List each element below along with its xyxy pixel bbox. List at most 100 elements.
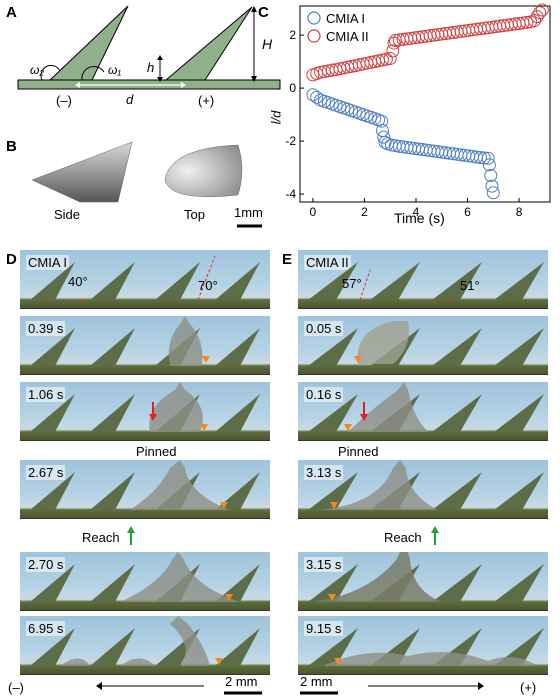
legend-label: CMIA II <box>326 29 369 44</box>
top-label: Top <box>184 207 205 222</box>
panel-d-wedges-0 <box>30 255 260 301</box>
omega1-label: ω₁ <box>108 63 122 77</box>
panel-d-frame-0: CMIA I 40° 70° <box>20 250 270 309</box>
y-tick-label: -2 <box>285 134 296 148</box>
h-label: h <box>147 60 155 75</box>
direction-arrow-d <box>96 682 204 690</box>
reach-e: Reach <box>384 530 422 545</box>
wedge-left <box>48 5 129 81</box>
d-label: d <box>126 92 134 107</box>
data-point-cmia-i <box>375 114 389 128</box>
angle-e-left: 57° <box>342 276 362 291</box>
time-e-5: 9.15 s <box>304 621 344 636</box>
time-d-2: 1.06 s <box>26 387 66 402</box>
data-point-cmia-i <box>486 186 500 200</box>
chart-c: 0 2 4 6 8 -4 -2 0 2 CMIA I CMIA II <box>285 3 551 219</box>
reach-arrow-d <box>127 526 135 545</box>
time-d-4: 2.70 s <box>26 557 66 572</box>
x-tick-label: 2 <box>361 205 368 219</box>
plot-frame <box>299 5 551 203</box>
time-d-1: 0.39 s <box>26 321 66 336</box>
data-point-cmia-i <box>378 135 392 149</box>
panel-e-frame-0: CMIA II 57° 51° <box>298 250 548 309</box>
angle-d-right: 70° <box>198 278 218 293</box>
y-tick-label: 0 <box>289 81 296 95</box>
panel-label-b: B <box>6 138 17 155</box>
data-point-cmia-ii <box>533 6 547 20</box>
x-tick-label: 6 <box>464 205 471 219</box>
time-e-1: 0.05 s <box>304 321 344 336</box>
data-point-cmia-ii <box>535 3 549 17</box>
panel-label-a: A <box>6 4 17 21</box>
time-e-2: 0.16 s <box>304 387 344 402</box>
panel-e-frame-2: 0.16 s <box>298 382 548 441</box>
top-view-image <box>164 144 243 197</box>
chart-xlabel: Time (s) <box>394 210 445 226</box>
angle-e-right: 51° <box>460 278 480 293</box>
direction-arrow-e <box>368 682 484 690</box>
panel-e-wedges-0 <box>308 262 544 301</box>
omega2-label: ω₂ <box>30 63 44 77</box>
data-point-cmia-i <box>377 130 391 144</box>
data-point-cmia-i <box>482 158 496 172</box>
pinned-d: Pinned <box>136 444 177 459</box>
reach-d: Reach <box>82 530 120 545</box>
data-point-cmia-i <box>484 169 498 183</box>
scale-label-d: 2 mm <box>225 674 258 689</box>
panel-label-e: E <box>282 251 293 268</box>
panel-a-schematic <box>17 5 281 90</box>
scale-label-e: 2 mm <box>300 674 333 689</box>
x-tick-label: 8 <box>516 205 523 219</box>
panel-d-frame-1: 0.39 s <box>20 316 270 375</box>
panel-e-frame-4: 3.15 s <box>298 552 548 611</box>
side-label: Side <box>54 207 81 222</box>
minus-label-d: (–) <box>8 680 24 695</box>
chart-ylabel: l/d <box>268 110 284 125</box>
data-point-cmia-ii <box>520 15 534 29</box>
panel-e-title: CMIA II <box>304 255 351 270</box>
data-point-cmia-ii <box>386 44 400 58</box>
x-tick-label: 4 <box>413 205 420 219</box>
data-point-cmia-i <box>473 151 487 165</box>
scale-label-b: 1mm <box>234 205 263 220</box>
side-view-image <box>31 141 133 203</box>
wedge-right <box>164 6 253 81</box>
panel-label-d: D <box>6 251 17 268</box>
x-tick-label: 0 <box>310 205 317 219</box>
legend-label: CMIA I <box>326 11 365 26</box>
scale-bar-e <box>300 691 338 695</box>
plus-label-e: (+) <box>520 680 537 695</box>
panel-e-frame-3: 3.13 s <box>298 460 548 519</box>
panel-e-frame-5: 9.15 s <box>298 616 548 675</box>
panel-d-title: CMIA I <box>26 255 70 270</box>
time-d-3: 2.67 s <box>26 465 66 480</box>
data-point-cmia-i <box>481 151 495 165</box>
pinned-e: Pinned <box>338 444 379 459</box>
panel-d-frame-2: 1.06 s <box>20 382 270 441</box>
panel-label-c: C <box>258 4 269 21</box>
y-tick-label: 2 <box>289 28 296 42</box>
data-point-cmia-i <box>310 90 324 104</box>
panel-d-frame-4: 2.70 s <box>20 552 270 611</box>
plus-label-a: (+) <box>198 93 215 108</box>
time-e-3: 3.13 s <box>304 465 344 480</box>
data-point-cmia-i <box>485 179 499 193</box>
panel-d-frame-5: 6.95 s <box>20 616 270 675</box>
y-tick-label: -4 <box>285 187 296 201</box>
data-point-cmia-ii <box>530 10 544 24</box>
H-label: H <box>262 36 273 52</box>
time-e-4: 3.15 s <box>304 557 344 572</box>
data-point-cmia-ii <box>528 14 542 28</box>
data-point-cmia-i <box>477 151 491 165</box>
legend-marker <box>307 11 321 25</box>
scale-bar-d <box>224 691 262 695</box>
legend-marker <box>307 29 321 43</box>
data-point-cmia-ii <box>383 51 397 65</box>
panel-e-frame-1: 0.05 s <box>298 316 548 375</box>
panel-b-images <box>31 141 262 228</box>
time-d-5: 6.95 s <box>26 621 66 636</box>
minus-label-a: (–) <box>56 93 72 108</box>
panel-d-frame-3: 2.67 s <box>20 460 270 519</box>
angle-d-left: 40° <box>68 274 88 289</box>
reach-arrow-e <box>431 526 439 545</box>
